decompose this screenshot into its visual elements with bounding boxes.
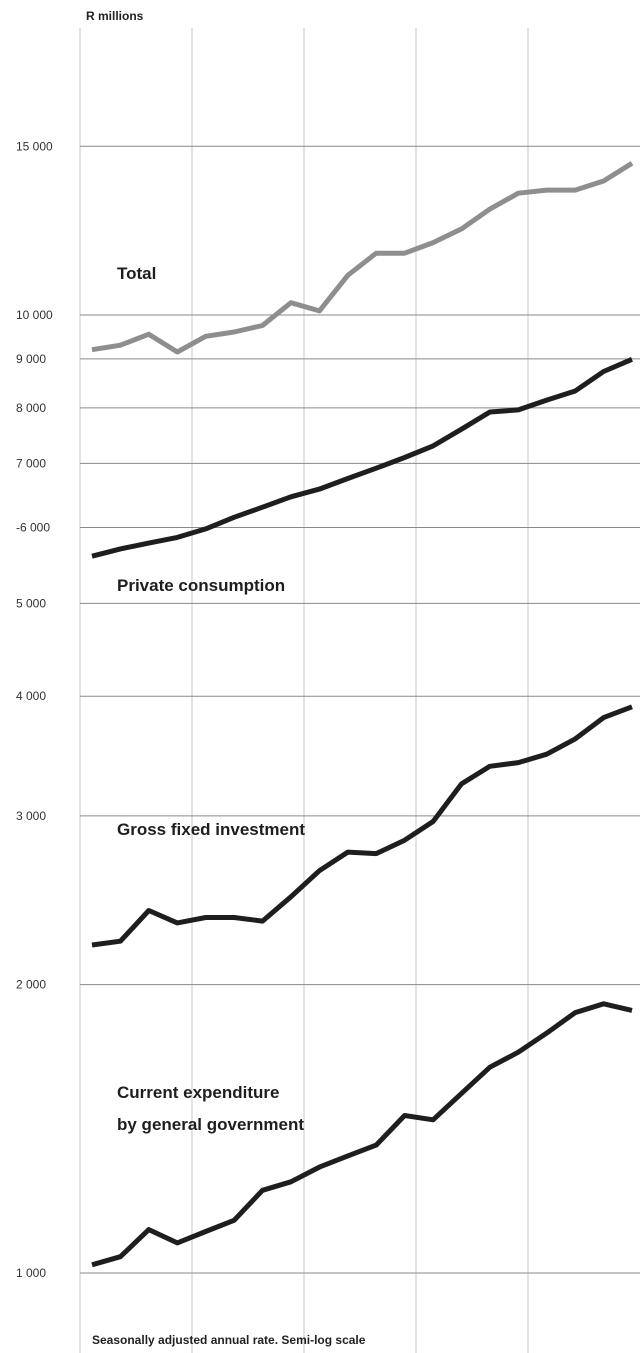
y-axis-unit-label: R millions bbox=[86, 9, 144, 23]
y-tick-label-4000: 4 000 bbox=[16, 689, 46, 703]
series-lines bbox=[91, 161, 634, 1268]
y-tick-label-1000: 1 000 bbox=[16, 1266, 46, 1280]
series-label-gross-fixed-investment: Gross fixed investment bbox=[117, 820, 305, 839]
y-axis-tick-labels: 1 000 2 000 3 000 4 000 5 000 -6 000 7 000 8 00… bbox=[16, 139, 53, 1280]
series-label-government-line-2: by general government bbox=[117, 1115, 304, 1134]
horizontal-gridlines bbox=[80, 145, 640, 1274]
y-tick-label-8000: 8 000 bbox=[16, 401, 46, 415]
series-line-current-expenditure-by-general-government bbox=[91, 1001, 633, 1268]
y-tick-label-2000: 2 000 bbox=[16, 978, 46, 992]
y-tick-label-9000: 9 000 bbox=[16, 352, 46, 366]
series-label-private-consumption: Private consumption bbox=[117, 576, 285, 595]
series-label-total: Total bbox=[117, 264, 156, 283]
y-tick-label-6000: -6 000 bbox=[16, 521, 50, 535]
series-line-gross-fixed-investment bbox=[91, 704, 633, 948]
series-line-private-consumption bbox=[91, 357, 633, 559]
y-tick-label-10000: 10 000 bbox=[16, 308, 53, 322]
chart-footnote: Seasonally adjusted annual rate. Semi-lo… bbox=[92, 1333, 366, 1347]
y-tick-label-5000: 5 000 bbox=[16, 596, 46, 610]
y-tick-label-15000: 15 000 bbox=[16, 139, 53, 153]
series-line-total bbox=[91, 161, 634, 355]
y-tick-label-3000: 3 000 bbox=[16, 809, 46, 823]
y-tick-label-7000: 7 000 bbox=[16, 456, 46, 470]
series-label-government-line-1: Current expenditure bbox=[117, 1083, 279, 1102]
